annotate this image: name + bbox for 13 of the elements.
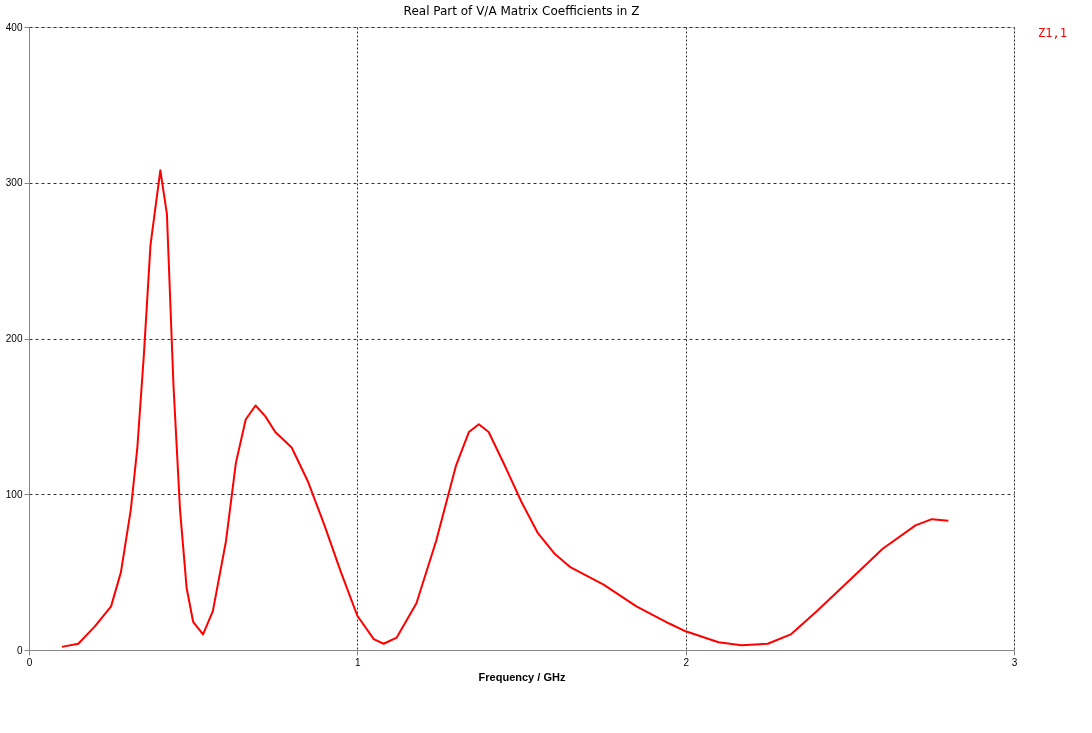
x-axis-title: Frequency / GHz [478,670,566,683]
y-tick-label: 300 [5,177,23,189]
x-tick-label: 0 [26,656,33,668]
y-tick-label: 200 [5,333,23,344]
text: Z1,1 [1038,26,1067,40]
y-tick-label: 0 [16,644,23,656]
x-tick-label: 1 [355,656,362,668]
line-series [60,169,950,648]
y-tick-label: 100 [5,488,23,500]
chart-title: Real Part of V/A Matrix Coefficients in Z [403,4,640,18]
x-tick-label: 2 [683,656,690,668]
x-tick-label: 3 [1011,656,1018,668]
y-tick-label: 400 [5,21,23,33]
